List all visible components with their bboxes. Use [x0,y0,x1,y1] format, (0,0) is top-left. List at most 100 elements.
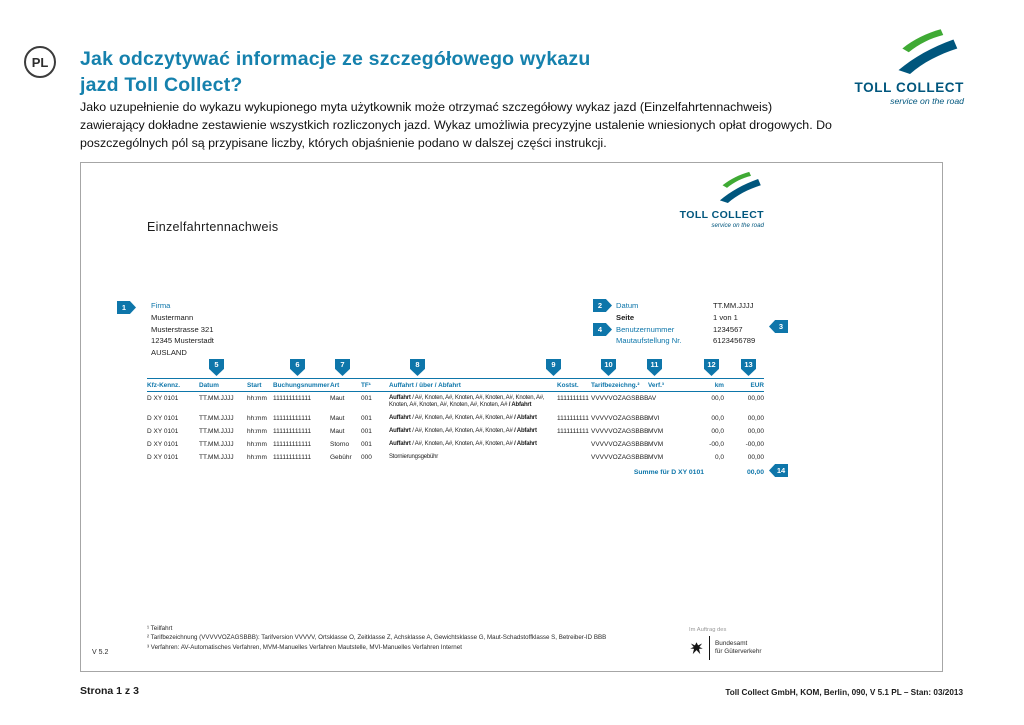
meta-value: 1 von 1 [713,312,738,322]
marker-11: 11 [647,359,662,376]
trip-table-header: Kfz-Kennz. Datum Start Buchungsnummer Ar… [147,378,764,392]
marker-1: 1 [117,301,136,314]
table-row: D XY 0101 TT.MM.JJJJ hh:mm 111111111111 … [147,452,764,465]
federal-office-name-line2: für Güterverkehr [715,648,762,655]
cell-art: Maut [330,428,345,436]
cell-route: Auffahrt / A#, Knoten, A#, Knoten, A#, K… [389,394,545,409]
meta-value: 6123456789 [713,336,756,346]
trip-table: 5 6 7 8 9 10 11 12 13 Kfz-Kennz. Datum S… [147,359,764,476]
cell-tarifbezeichnung: VVVVVOZAGSBBB [591,415,649,423]
table-row: D XY 0101 TT.MM.JJJJ hh:mm 111111111111 … [147,426,764,439]
cell-datum: TT.MM.JJJJ [199,454,234,462]
meta-row-seite: Seite 1 von 1 [616,312,854,324]
authority-block: Im Auftrag des Bundesamt für Güterverkeh… [689,627,762,660]
cell-tarifbezeichnung: VVVVVOZAGSBBB [591,428,649,436]
cell-km: 00,0 [711,428,724,436]
federal-office-name: Bundesamt für Güterverkehr [715,640,762,657]
page-title: Jak odczytywać informacje ze szczegółowe… [80,47,590,98]
cell-buchungsnummer: 111111111111 [273,454,312,462]
language-badge: PL [24,46,56,78]
cell-buchungsnummer: 111111111111 [273,428,312,436]
marker-5: 5 [209,359,224,376]
marker-8: 8 [410,359,425,376]
marker-14: 14 [769,464,788,477]
authority-pretext: Im Auftrag des [689,627,727,633]
col-header-verfahren: Verf.³ [648,381,664,389]
footnote-1: ¹ Teilfahrt [147,625,173,632]
footnotes: ¹ Teilfahrt ² Tarifbezeichnung (VVVVVOZA… [147,624,692,652]
marker-2: 2 [593,299,612,312]
sum-label: Summe für D XY 0101 [633,468,704,476]
table-row: D XY 0101 TT.MM.JJJJ hh:mm 111111111111 … [147,413,764,426]
cell-tf: 000 [361,454,372,462]
marker-7: 7 [335,359,350,376]
column-marker-strip: 5 6 7 8 9 10 11 12 13 [147,359,764,378]
cell-tf: 001 [361,441,372,449]
sum-row: Summe für D XY 0101 00,00 [147,469,764,476]
address-block: Firma Mustermann Musterstrasse 321 12345… [151,300,214,359]
col-header-datum: Datum [199,381,219,389]
cell-kfz: D XY 0101 [147,441,179,449]
col-header-buchungsnummer: Buchungsnummer [273,381,330,389]
cell-start: hh:mm [247,441,267,449]
table-row: D XY 0101 TT.MM.JJJJ hh:mm 111111111111 … [147,392,764,413]
cell-art: Storno [330,441,350,449]
page-title-line2: jazd Toll Collect? [80,73,243,96]
federal-eagle-icon [690,641,703,654]
col-header-tf: TF¹ [361,381,371,389]
address-line: Mustermann [151,312,194,322]
cell-eur: 00,00 [747,415,764,423]
page-number: Strona 1 z 3 [80,685,139,697]
cell-datum: TT.MM.JJJJ [199,441,234,449]
marker-3: 3 [769,320,788,333]
cell-verfahren: MVM [648,428,664,436]
cell-datum: TT.MM.JJJJ [199,394,234,402]
language-badge-label: PL [31,54,49,70]
toll-collect-swoosh-icon [719,171,761,203]
cell-route: Stornierungsgebühr [389,454,439,461]
brand-tagline: service on the road [890,96,964,106]
cell-start: hh:mm [247,394,267,402]
cell-kfz: D XY 0101 [147,428,179,436]
col-header-kostst: Kostst. [557,381,579,389]
cell-buchungsnummer: 111111111111 [273,415,312,423]
cell-km: 0,0 [714,454,724,462]
cell-start: hh:mm [247,454,267,462]
meta-row-benutzernummer: Benutzernummer 1234567 [616,324,854,336]
meta-row-datum: Datum TT.MM.JJJJ [616,300,854,312]
cell-km: 00,0 [711,394,724,402]
cell-tarifbezeichnung: VVVVVOZAGSBBB [591,394,649,402]
trip-table-body: D XY 0101 TT.MM.JJJJ hh:mm 111111111111 … [147,392,764,465]
cell-verfahren: MVM [648,454,664,462]
federal-office-logo: Bundesamt für Güterverkehr [689,636,762,660]
cell-kfz: D XY 0101 [147,394,179,402]
cell-kostst: 1111111111 [557,428,589,436]
sample-document: TOLL COLLECT service on the road Einzelf… [80,162,943,672]
marker-10: 10 [601,359,616,376]
document-toll-collect-logo: TOLL COLLECT service on the road [666,171,764,229]
cell-route: Auffahrt / A#, Knoten, A#, Knoten, A#, K… [389,415,537,422]
federal-office-name-line1: Bundesamt [715,639,748,647]
cell-km: 00,0 [711,415,724,423]
sum-value: 00,00 [746,468,764,476]
address-line: Musterstrasse 321 [151,324,214,334]
col-header-route: Auffahrt / über / Abfahrt [389,381,461,389]
intro-paragraph: Jako uzupełnienie do wykazu wykupionego … [80,100,832,150]
col-header-start: Start [247,381,262,389]
cell-eur: 00,00 [747,394,764,402]
table-row: D XY 0101 TT.MM.JJJJ hh:mm 111111111111 … [147,439,764,452]
meta-label: Datum [616,301,639,310]
marker-12: 12 [704,359,719,376]
cell-tf: 001 [361,394,372,402]
cell-route: Auffahrt / A#, Knoten, A#, Knoten, A#, K… [389,428,537,435]
address-line: AUSLAND [151,348,187,358]
address-line: 12345 Musterstadt [151,336,214,346]
page-title-line1: Jak odczytywać informacje ze szczegółowe… [80,48,591,70]
toll-collect-swoosh-icon [898,29,958,74]
marker-6: 6 [290,359,305,376]
toll-collect-logo: TOLL COLLECT service on the road [824,28,964,106]
logo-divider [709,636,710,660]
cell-kfz: D XY 0101 [147,415,179,423]
cell-verfahren: AV [648,394,657,402]
